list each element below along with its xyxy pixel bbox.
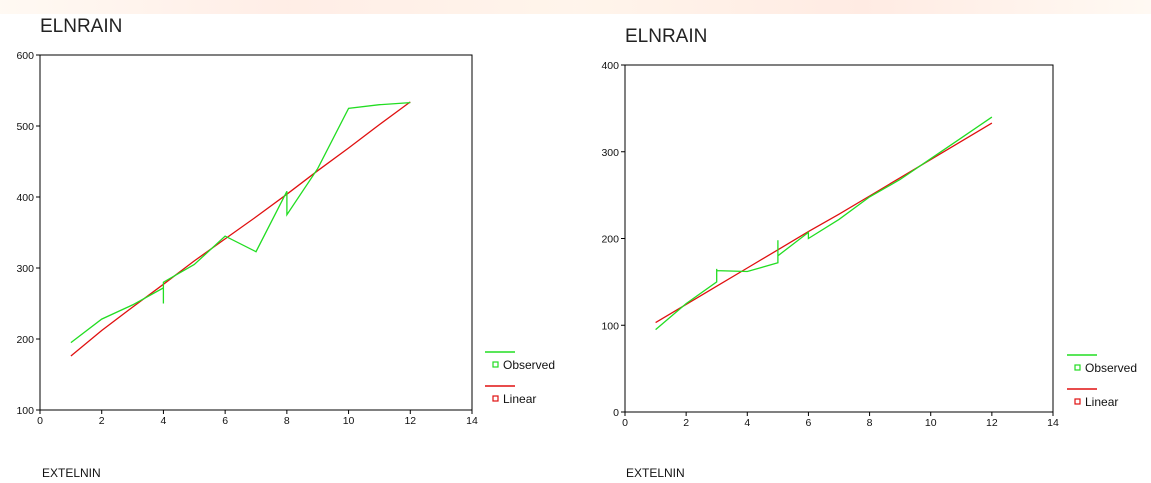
- x-tick-label: 14: [466, 415, 478, 427]
- series-line-linear: [655, 122, 993, 324]
- x-tick-label: 10: [343, 415, 355, 427]
- y-tick-label: 300: [16, 263, 34, 275]
- chart-2-plot: 0 2 4 6 8 10 12 14 0 100 200 300 400 Observed Linear: [601, 60, 1137, 429]
- plot-frame: [624, 64, 1054, 413]
- x-tick-label: 12: [404, 415, 416, 427]
- series-line-observed: [655, 116, 993, 331]
- y-tick-label: 500: [16, 121, 34, 133]
- chart-1-title: ELNRAIN: [40, 16, 122, 37]
- y-tick-label: 400: [16, 192, 34, 204]
- x-tick-label: 14: [1047, 417, 1059, 429]
- x-tick-label: 0: [622, 417, 628, 429]
- x-tick-label: 12: [986, 417, 998, 429]
- legend-label-linear: Linear: [503, 392, 536, 406]
- series-line-observed: [70, 101, 411, 344]
- x-tick-label: 2: [99, 415, 105, 427]
- chart-2-x-axis-label: EXTELNIN: [626, 466, 685, 480]
- x-tick-label: 0: [37, 415, 43, 427]
- x-tick-label: 2: [683, 417, 689, 429]
- legend-label-linear: Linear: [1085, 395, 1118, 409]
- x-tick-label: 6: [806, 417, 812, 429]
- y-tick-label: 400: [601, 60, 619, 72]
- legend-marker-linear: [1074, 398, 1081, 405]
- legend-marker-observed: [492, 361, 499, 368]
- y-tick-label: 200: [601, 234, 619, 246]
- y-tick-label: 600: [16, 50, 34, 62]
- x-tick-label: 8: [284, 415, 290, 427]
- x-tick-label: 8: [867, 417, 873, 429]
- legend-label-observed: Observed: [503, 358, 555, 372]
- y-tick-label: 0: [613, 407, 619, 419]
- series-line-linear: [70, 101, 411, 357]
- x-tick-label: 6: [222, 415, 228, 427]
- x-tick-label: 10: [925, 417, 937, 429]
- top-decorative-band: [0, 0, 1151, 14]
- chart-1-x-axis-label: EXTELNIN: [42, 466, 101, 480]
- chart-1-plot: 0 2 4 6 8 10 12 14 100 200 300 400 500 600 Observed Lin…: [16, 50, 555, 427]
- y-tick-label: 100: [16, 405, 34, 417]
- y-tick-label: 200: [16, 334, 34, 346]
- plot-frame: [39, 54, 473, 411]
- chart-2-title: ELNRAIN: [625, 26, 707, 47]
- legend-marker-linear: [492, 395, 499, 402]
- y-tick-label: 100: [601, 320, 619, 332]
- x-tick-label: 4: [744, 417, 750, 429]
- legend-label-observed: Observed: [1085, 361, 1137, 375]
- y-tick-label: 300: [601, 147, 619, 159]
- x-tick-label: 4: [161, 415, 167, 427]
- legend-marker-observed: [1074, 364, 1081, 371]
